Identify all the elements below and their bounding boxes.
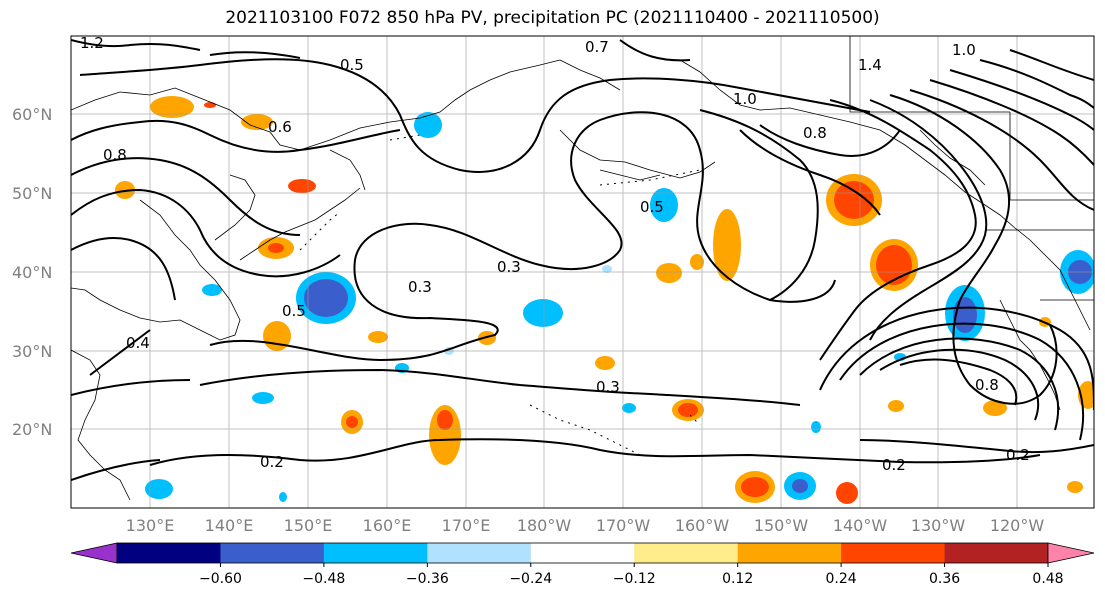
lon-label: 180°W [517,516,572,535]
colorbar-tick-label: 0.12 [722,571,753,587]
lon-label: 150°E [284,516,333,535]
colorbar: −0.60 −0.48 −0.36 −0.24 −0.12 0.12 0.24 0.36 0.4… [70,542,1095,587]
colorbar-segment [220,543,325,563]
contour-label: 0.6 [268,118,292,136]
contour-label: 0.3 [596,378,620,396]
colorbar-extend-high [1047,542,1095,564]
colorbar-tick-label: −0.60 [199,571,242,587]
contour-label: 0.2 [1006,446,1030,464]
contour-label: 0.2 [882,456,906,474]
contour-label: 0.5 [640,198,664,216]
lat-label: 60°N [12,105,52,124]
contour-label: 0.8 [975,376,999,394]
colorbar-segment [427,543,532,563]
contour-label: 1.4 [858,56,882,74]
lon-label: 170°W [596,516,651,535]
lon-label: 150°W [754,516,809,535]
lat-label: 50°N [12,184,52,203]
colorbar-extend-low [70,542,118,564]
lon-label: 120°W [990,516,1045,535]
gridlines [71,36,1094,508]
colorbar-tick-label: −0.48 [302,571,345,587]
contour-label: 0.7 [585,38,609,56]
contour-label: 1.2 [80,34,104,52]
lon-label: 160°E [363,516,412,535]
colorbar-segment [530,543,635,563]
contour-label: 1.0 [952,41,976,59]
pv-contours [71,39,1094,481]
island-chains [299,134,701,456]
latitude-labels: 60°N 50°N 40°N 30°N 20°N [12,105,52,439]
lon-label: 140°E [205,516,254,535]
lat-label: 20°N [12,420,52,439]
coastlines [71,59,1091,501]
contour-label: 0.3 [408,278,432,296]
colorbar-segment [944,543,1049,563]
longitude-labels: 130°E 140°E 150°E 160°E 170°E 180°W 170°… [126,516,1045,535]
contour-label: 0.8 [103,146,127,164]
colorbar-segment [634,543,739,563]
lon-label: 170°E [442,516,491,535]
colorbar-tick-label: 0.24 [826,571,857,587]
contour-label: 0.5 [340,56,364,74]
colorbar-segment [323,543,428,563]
contour-label: 0.4 [126,334,150,352]
lon-label: 130°W [911,516,966,535]
precip-positive-areas [115,96,1094,504]
contour-label: 1.0 [733,90,757,108]
lon-label: 160°W [675,516,730,535]
colorbar-tick-label: 0.36 [929,571,960,587]
contour-labels: 0.3 0.3 0.3 0.5 0.5 0.5 0.2 0.2 0.2 0.8 … [80,34,1030,474]
contour-label: 0.5 [282,302,306,320]
colorbar-segment [841,543,946,563]
colorbar-segment [117,543,221,563]
map-title: 2021103100 F072 850 hPa PV, precipitatio… [225,8,880,28]
contour-label: 0.2 [260,453,284,471]
boundaries [849,36,1094,301]
colorbar-tick-label: −0.12 [613,571,656,587]
colorbar-tick-label: 0.48 [1032,571,1063,587]
lon-label: 130°E [126,516,175,535]
lon-label: 140°W [833,516,888,535]
colorbar-tick-label: −0.36 [406,571,449,587]
contour-label: 0.8 [803,124,827,142]
lat-label: 40°N [12,263,52,282]
lat-label: 30°N [12,342,52,361]
colorbar-segment [737,543,842,563]
colorbar-tick-label: −0.24 [509,571,552,587]
contour-label: 0.3 [497,258,521,276]
map-frame [70,35,1095,509]
